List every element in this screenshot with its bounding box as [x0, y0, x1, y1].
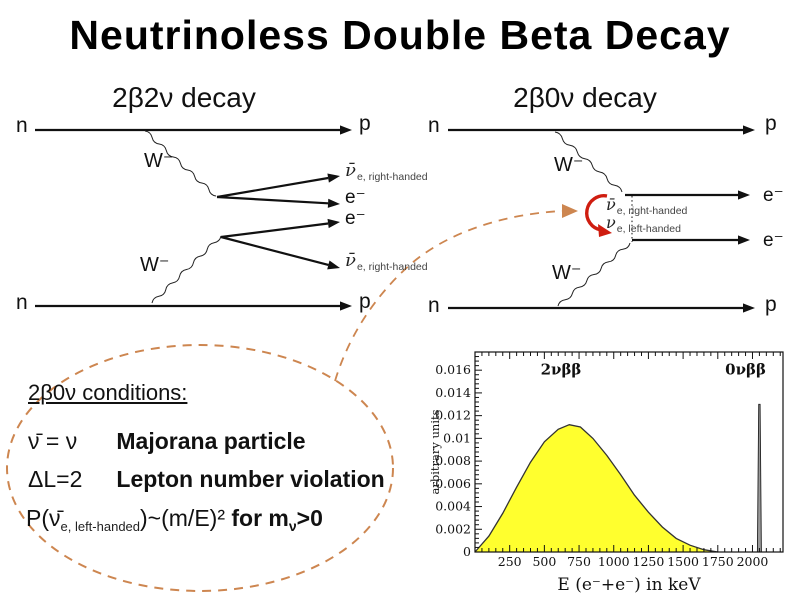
- left-electron-2-label: e⁻: [345, 208, 366, 229]
- conditions-dashed-ellipse: [6, 344, 394, 592]
- chart-x-tick-label: 1750: [702, 554, 734, 569]
- chart-y-tick-label: 0.012: [435, 408, 471, 423]
- chart-xlabel: E (e⁻+e⁻) in keV: [557, 575, 701, 595]
- antineutrino-subscript: e, right-handed: [356, 171, 428, 183]
- left-w-top-wavy: [144, 130, 217, 197]
- right-electron-bottom-line-arrowhead: [738, 235, 750, 245]
- left-antineutrino-bottom-line-arrowhead: [327, 260, 340, 270]
- prob-antineutrino: ν̄: [49, 505, 61, 531]
- chart-spike-0nubb: [756, 403, 762, 553]
- left-w-top-label: W⁻: [144, 150, 174, 172]
- left-electron-1-line-arrowhead: [327, 198, 340, 208]
- right-p-top-label: p: [765, 112, 777, 135]
- left-antineutrino-bottom-label: ν̄e, right-handed: [345, 250, 428, 273]
- right-p-bottom-label: p: [765, 293, 777, 316]
- prob-subscript: e, left-handed: [60, 519, 141, 534]
- right-n-bottom-line-arrowhead: [743, 303, 755, 313]
- chart-y-tick-label: 0.006: [435, 476, 471, 491]
- chart-x-tick-label: 1500: [667, 554, 699, 569]
- left-n-top-label: n: [16, 114, 28, 137]
- chart-ylabel: arbitrary units: [428, 409, 442, 494]
- chart-y-tick-label: 0.014: [435, 385, 471, 400]
- neutrino-subscript: e, left-handed: [616, 223, 681, 235]
- condition-row-majorana: ν̄ = ν Majorana particle: [28, 428, 306, 455]
- lepton-description: Lepton number violation: [116, 466, 385, 492]
- prob-bold-subscript: ν: [288, 518, 297, 534]
- right-w-bottom-wavy: [557, 242, 631, 307]
- energy-spectrum-chart: 250 500 750 1000 1250 1500 1750 2000 0 0.002 0.004…: [428, 351, 784, 595]
- left-antineutrino-top-label: ν̄e, right-handed: [345, 160, 428, 183]
- chart-y-tick-label: 0.002: [435, 521, 471, 536]
- left-antineutrino-bottom-line: [220, 235, 329, 267]
- antineutrino-subscript: e, right-handed: [356, 261, 428, 273]
- left-p-top-label: p: [359, 112, 371, 135]
- helicity-flip-arrow-icon: [585, 194, 608, 232]
- prob-open: P(: [26, 505, 49, 531]
- majorana-description: Majorana particle: [116, 428, 306, 454]
- chart-x-tick-label: 2000: [737, 554, 769, 569]
- left-electron-1-label: e⁻: [345, 187, 366, 208]
- chart-y-tick-label: 0: [463, 544, 471, 559]
- right-electron-top-label: e⁻: [763, 185, 784, 206]
- chart-x-tick-label: 1000: [598, 554, 630, 569]
- chart-x-tick-label: 500: [532, 554, 556, 569]
- left-electron-2-line: [220, 222, 329, 239]
- prob-bold: for m: [224, 505, 289, 531]
- fermion-lines: [35, 125, 755, 313]
- chart-area-2nubb: [475, 424, 718, 552]
- right-n-bottom-label: n: [428, 294, 440, 317]
- left-w-bottom-label: W⁻: [140, 254, 170, 276]
- prob-mid: )~(m/E)²: [140, 505, 225, 531]
- left-n-bottom-line-arrowhead: [340, 301, 352, 311]
- chart-y-tick-label: 0.016: [435, 362, 471, 377]
- condition-row-probability: P(ν̄e, left-handed)~(m/E)² for mν>0: [26, 505, 323, 534]
- chart-y-tick-label: 0.004: [435, 499, 471, 514]
- antineutrino-subscript: e, right-handed: [616, 205, 688, 217]
- right-w-bottom-label: W⁻: [552, 262, 582, 284]
- left-p-bottom-label: p: [359, 290, 371, 313]
- left-antineutrino-top-line: [216, 176, 329, 199]
- right-w-top-label: W⁻: [554, 154, 584, 176]
- left-antineutrino-top-line-arrowhead: [327, 173, 340, 183]
- right-n-top-line-arrowhead: [743, 125, 755, 135]
- majorana-equation: ν̄ = ν: [28, 428, 78, 454]
- right-w-top-wavy: [554, 131, 623, 193]
- left-electron-2-line-arrowhead: [327, 218, 340, 229]
- chart-annotation: 0νββ: [725, 361, 766, 379]
- left-electron-1-line: [216, 195, 329, 205]
- exchanged-antineutrino-label: ν̄e, right-handed: [606, 195, 688, 217]
- left-n-bottom-label: n: [16, 291, 28, 314]
- slide-title: Neutrinoless Double Beta Decay: [69, 12, 731, 58]
- lepton-equation: ΔL=2: [28, 466, 83, 492]
- chart-x-tick-label: 250: [498, 554, 522, 569]
- left-n-top-line-arrowhead: [340, 125, 352, 135]
- right-electron-top-line-arrowhead: [738, 190, 750, 200]
- left-diagram-heading: 2β2ν decay: [112, 82, 256, 113]
- callout-arrowhead-icon: [562, 204, 578, 218]
- right-n-top-label: n: [428, 114, 440, 137]
- chart-annotation: 2νββ: [541, 361, 582, 379]
- chart-y-tick-label: 0.008: [435, 453, 471, 468]
- left-w-bottom-wavy: [151, 235, 222, 304]
- chart-y-tick-label: 0.01: [443, 430, 471, 445]
- right-electron-bottom-label: e⁻: [763, 230, 784, 251]
- helicity-flip-arrowhead-icon: [598, 224, 612, 237]
- right-diagram-heading: 2β0ν decay: [513, 82, 657, 113]
- conditions-heading: 2β0ν conditions:: [28, 380, 188, 405]
- condition-row-lepton: ΔL=2 Lepton number violation: [28, 466, 385, 493]
- prob-bold-end: >0: [296, 505, 323, 531]
- chart-x-tick-label: 750: [567, 554, 591, 569]
- exchanged-neutrino-label: νe, left-handed: [606, 213, 681, 235]
- chart-curve-2nubb: [474, 424, 718, 553]
- w-boson-wavy-lines: [144, 130, 631, 307]
- chart-x-tick-label: 1250: [633, 554, 665, 569]
